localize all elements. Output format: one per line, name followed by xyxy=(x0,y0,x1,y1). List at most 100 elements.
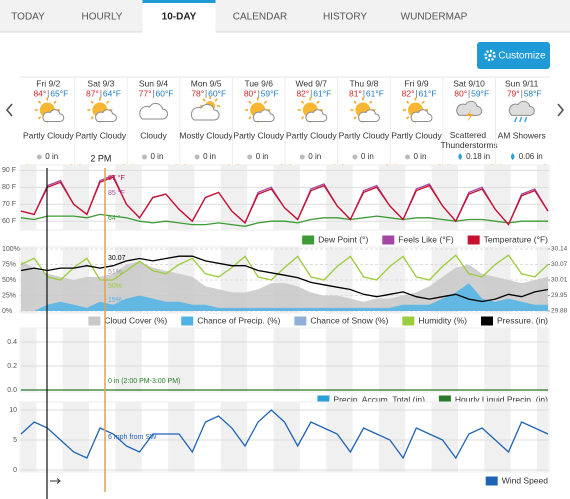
day-high: 79° xyxy=(507,88,520,98)
chart: 10 5 0 6 mph from SW Wind Speed xyxy=(9,401,550,486)
day-low: 58°F xyxy=(524,88,542,98)
tab[interactable]: HISTORY xyxy=(323,12,367,23)
tab[interactable]: 10-DAY xyxy=(162,12,197,23)
day-card[interactable]: Fri 9/982° 61°F Partly Cloudy 0 in xyxy=(389,78,443,167)
customize-button[interactable]: Customize xyxy=(477,42,550,69)
legend-label[interactable]: Precip. Accum. Total (in) xyxy=(333,394,425,404)
day-low: 60°F xyxy=(156,88,174,98)
night-band xyxy=(431,328,458,392)
precip-dot xyxy=(405,154,410,160)
y-tick-label: 25% xyxy=(2,292,16,299)
cloud xyxy=(358,109,380,122)
day-precip: 0.18 in xyxy=(466,152,490,161)
sun-ray xyxy=(106,100,110,104)
chart: 0.4 0.2 0.0 0 in (2:00 PM-3:00 PM) Hourly Li… xyxy=(7,327,550,405)
tab[interactable]: HOURLY xyxy=(82,12,123,23)
day-low: 61°F xyxy=(313,88,331,98)
day-low: 59°F xyxy=(471,88,489,98)
precip-dot xyxy=(36,154,42,160)
day-low: 61°F xyxy=(366,88,384,98)
legend-label[interactable]: Chance of Snow (%) xyxy=(310,315,388,325)
day-high: 84° xyxy=(33,88,46,98)
sun-ray xyxy=(369,100,373,104)
rain-drop xyxy=(510,153,515,160)
legend-swatch xyxy=(294,316,307,326)
sun-ray xyxy=(421,100,425,104)
sun-ray xyxy=(202,98,206,102)
arrow-head xyxy=(56,478,61,484)
sun-ray xyxy=(300,116,305,120)
series-line xyxy=(20,254,549,281)
night-band xyxy=(220,165,248,230)
legend-label[interactable]: Pressure. (in) xyxy=(497,315,548,325)
cloud xyxy=(456,100,483,116)
y-tick-label: 5 xyxy=(13,437,17,444)
night-band xyxy=(115,328,142,392)
rain xyxy=(519,116,523,123)
day-card[interactable]: Sat 9/387° 64°F Partly Cloudy 2 PM xyxy=(74,78,127,167)
day-low: 64°F xyxy=(103,88,121,98)
night-band xyxy=(220,328,248,392)
day-condition: Partly Cloudy xyxy=(391,130,442,140)
day-card[interactable]: Thu 9/881° 61°F Partly Cloudy 0 in xyxy=(337,78,390,167)
lightning xyxy=(466,110,474,122)
tab[interactable]: TODAY xyxy=(11,12,45,23)
legend-label[interactable]: Feels Like (°F) xyxy=(398,234,454,244)
legend-label[interactable]: Wind Speed xyxy=(502,475,549,485)
y-tick-label: 60 F xyxy=(2,218,16,225)
rain xyxy=(524,116,528,123)
hover-label: 85 °F xyxy=(108,189,125,197)
y-tick-label: 0% xyxy=(2,308,12,315)
day-low: 65°F xyxy=(50,88,68,98)
sun-ray xyxy=(300,100,305,104)
y2-tick-label: 29.95 xyxy=(551,292,568,299)
precip-dot xyxy=(194,154,200,160)
sun-ray xyxy=(353,116,357,120)
day-high: 82° xyxy=(296,88,309,98)
day-condition: Mostly Cloudy xyxy=(179,130,233,140)
hover-label: 30.07 xyxy=(108,255,126,262)
day-condition: Partly Cloudy xyxy=(233,130,284,140)
night-band xyxy=(21,328,37,392)
day-card[interactable]: Fri 9/284° 65°F Partly Cloudy 0 in xyxy=(23,78,74,167)
hover-label: 50% xyxy=(108,283,122,290)
tab[interactable]: CALENDAR xyxy=(233,12,287,23)
day-precip: 0 in xyxy=(361,152,374,161)
legend-label[interactable]: Humidity (%) xyxy=(418,315,467,325)
sun-ray xyxy=(37,116,42,120)
y-tick-label: 0.0 xyxy=(7,387,17,394)
night-band xyxy=(220,402,248,472)
legend-label[interactable]: Chance of Precip. (%) xyxy=(197,315,280,325)
day-precip: 0 in xyxy=(414,152,427,161)
legend-label[interactable]: Temperature (°F) xyxy=(484,234,549,244)
sun-ray xyxy=(248,116,252,120)
legend-swatch xyxy=(485,476,498,486)
y2-tick-label: 30.07 xyxy=(551,261,568,268)
precip-dot xyxy=(352,154,358,160)
button-label: Customize xyxy=(498,51,546,62)
legend-swatch xyxy=(302,235,315,245)
night-band xyxy=(115,402,142,472)
tab[interactable]: WUNDERMAP xyxy=(401,12,468,23)
y-tick-label: 70 F xyxy=(2,201,16,208)
day-high: 78° xyxy=(191,88,204,98)
next-arrow[interactable] xyxy=(557,103,565,117)
day-precip: 0 in xyxy=(256,152,269,161)
legend-label[interactable]: Dew Point (°) xyxy=(318,234,368,244)
day-card[interactable]: Mon 9/578° 60°F Mostly Cloudy 0 in xyxy=(179,78,234,167)
y2-tick-label: 30.14 xyxy=(551,246,568,253)
legend-label[interactable]: Hourly Liquid Precip. (in) xyxy=(455,394,548,404)
precip-dot xyxy=(299,154,305,160)
hover-label: 15% xyxy=(108,297,122,304)
night-band xyxy=(537,402,548,472)
day-card[interactable]: Wed 9/782° 61°F Partly Cloudy 0 in xyxy=(284,78,337,167)
day-card[interactable]: Sun 9/477° 60°F Cloudy 0 in xyxy=(126,78,180,167)
prev-arrow[interactable] xyxy=(5,103,13,117)
legend-label[interactable]: Cloud Cover (%) xyxy=(104,315,167,325)
y2-tick-label: 30.01 xyxy=(551,277,568,284)
day-card[interactable]: Tue 9/680° 59°F Partly Cloudy 0 in xyxy=(231,78,285,167)
